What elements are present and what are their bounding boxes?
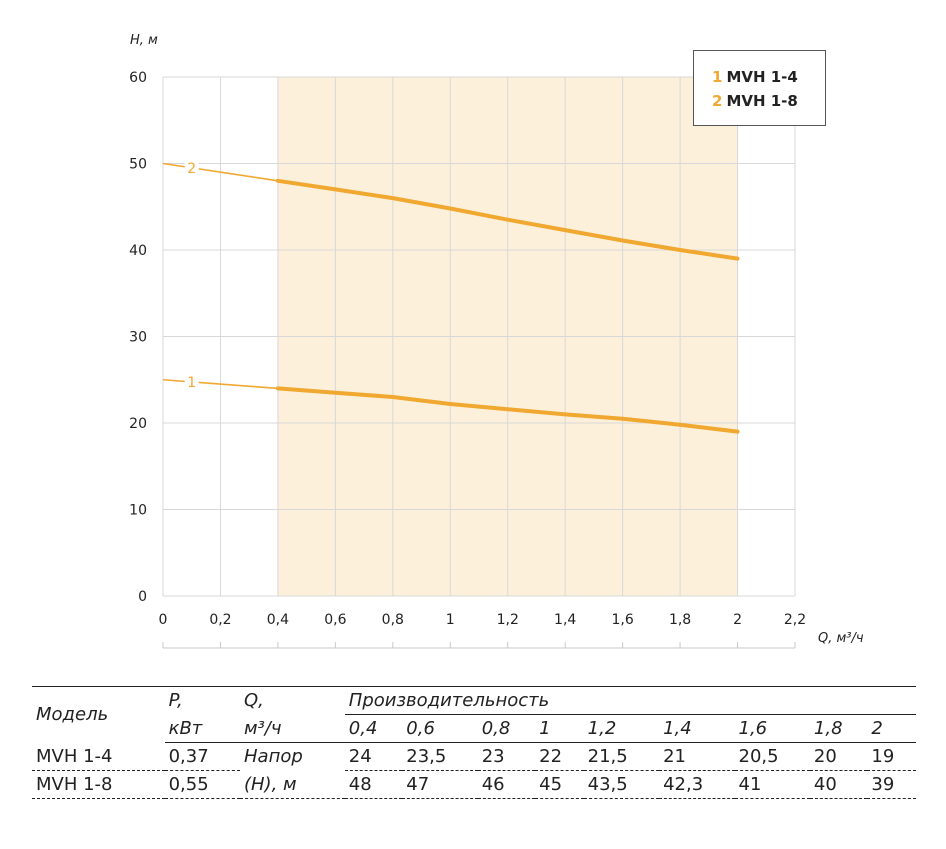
flow-value: 0,4 bbox=[344, 714, 403, 743]
head-value: 42,3 bbox=[659, 770, 735, 799]
x-tick-label: 2,2 bbox=[784, 612, 806, 628]
y-tick-label: 30 bbox=[129, 330, 147, 346]
flow-unit: м³/ч bbox=[240, 714, 345, 743]
table-row: MVH 1-4 0,37 Напор 24 23,5 23 22 21,5 21… bbox=[32, 742, 916, 771]
chart-legend: 1 MVH 1-4 2 MVH 1-8 bbox=[693, 50, 826, 126]
x-tick-label: 1 bbox=[446, 612, 455, 628]
series-line bbox=[275, 178, 740, 261]
head-value: 21 bbox=[659, 742, 735, 771]
grid-lines bbox=[162, 76, 796, 597]
power-value: 0,55 bbox=[164, 770, 240, 799]
head-value: 41 bbox=[734, 770, 810, 799]
head-value: 43,5 bbox=[583, 770, 660, 799]
x-axis-title: Q, м³/ч bbox=[818, 631, 864, 646]
head-value: 45 bbox=[535, 770, 584, 799]
model-header: Модель bbox=[32, 686, 165, 743]
flow-value: 1 bbox=[535, 714, 584, 743]
head-value: 20,5 bbox=[734, 742, 810, 771]
head-value: 23 bbox=[477, 742, 536, 771]
series-label: 1 bbox=[187, 375, 196, 391]
x-tick-label: 1,4 bbox=[554, 612, 576, 628]
y-tick-label: 20 bbox=[129, 416, 147, 432]
legend-item: 1 MVH 1-4 bbox=[712, 65, 825, 89]
series-extension-line bbox=[162, 378, 278, 390]
legend-label: MVH 1-4 bbox=[726, 68, 798, 86]
x-tick-label: 1,2 bbox=[497, 612, 519, 628]
y-tick-label: 0 bbox=[138, 589, 147, 605]
legend-number: 2 bbox=[712, 92, 723, 110]
flow-value: 1,4 bbox=[659, 714, 735, 743]
x-tick-label: 0,6 bbox=[324, 612, 346, 628]
head-value: 48 bbox=[344, 770, 403, 799]
legend-item: 2 MVH 1-8 bbox=[712, 89, 825, 113]
x-tick-label: 2 bbox=[733, 612, 742, 628]
table-row: MVH 1-8 0,55 (Н), м 48 47 46 45 43,5 42,… bbox=[32, 770, 916, 799]
x-tick-label: 0,8 bbox=[382, 612, 404, 628]
x-tick-label: 1,6 bbox=[612, 612, 634, 628]
productivity-header: Производительность bbox=[344, 686, 916, 715]
performance-table: Модель P, Q, Производительность кВт м³/ч… bbox=[32, 686, 916, 799]
head-value: 40 bbox=[809, 770, 868, 799]
power-header: P, bbox=[164, 686, 240, 715]
legend-number: 1 bbox=[712, 68, 723, 86]
series-label-bg bbox=[184, 158, 199, 175]
flow-value: 1,2 bbox=[583, 714, 660, 743]
power-unit: кВт bbox=[164, 714, 240, 743]
head-value: 19 bbox=[867, 742, 916, 771]
flow-value: 2 bbox=[867, 714, 916, 743]
head-value: 21,5 bbox=[583, 742, 660, 771]
model-name: MVH 1-8 bbox=[32, 770, 165, 799]
head-label: (Н), м bbox=[240, 770, 345, 799]
flow-value: 1,8 bbox=[809, 714, 868, 743]
flow-value: 0,8 bbox=[477, 714, 536, 743]
series-label-bg bbox=[184, 372, 199, 389]
axes bbox=[162, 642, 796, 649]
head-value: 47 bbox=[402, 770, 478, 799]
y-tick-label: 50 bbox=[129, 157, 147, 173]
y-tick-label: 40 bbox=[129, 243, 147, 259]
y-tick-label: 60 bbox=[129, 70, 147, 86]
legend-label: MVH 1-8 bbox=[726, 92, 798, 110]
model-name: MVH 1-4 bbox=[32, 742, 165, 771]
x-tick-label: 0,4 bbox=[267, 612, 289, 628]
y-axis-title: H, м bbox=[130, 33, 158, 48]
flow-header: Q, bbox=[240, 686, 345, 715]
series-extension-line bbox=[162, 162, 279, 182]
head-value: 22 bbox=[535, 742, 584, 771]
series-label: 2 bbox=[187, 161, 196, 177]
head-value: 20 bbox=[809, 742, 868, 771]
power-value: 0,37 bbox=[164, 742, 240, 771]
head-value: 39 bbox=[867, 770, 916, 799]
tick-labels: 0 0,2 0,4 0,6 0,8 1 1,2 1,4 1,6 1,8 2 2,2 0 10 20 30 40 5… bbox=[129, 70, 806, 628]
head-value: 24 bbox=[344, 742, 403, 771]
head-label: Напор bbox=[244, 746, 303, 768]
x-tick-label: 0,2 bbox=[209, 612, 231, 628]
flow-value: 1,6 bbox=[734, 714, 810, 743]
series-lines: 12 bbox=[162, 158, 740, 434]
head-value: 23,5 bbox=[402, 742, 478, 771]
head-value: 46 bbox=[477, 770, 536, 799]
series-line bbox=[275, 386, 740, 434]
x-tick-label: 0 bbox=[159, 612, 168, 628]
flow-value: 0,6 bbox=[402, 714, 478, 743]
x-tick-label: 1,8 bbox=[669, 612, 691, 628]
y-tick-label: 10 bbox=[129, 503, 147, 519]
pump-curve-chart: 0 0,2 0,4 0,6 0,8 1 1,2 1,4 1,6 1,8 2 2,2 0 10 20 30 40 5… bbox=[129, 33, 864, 649]
